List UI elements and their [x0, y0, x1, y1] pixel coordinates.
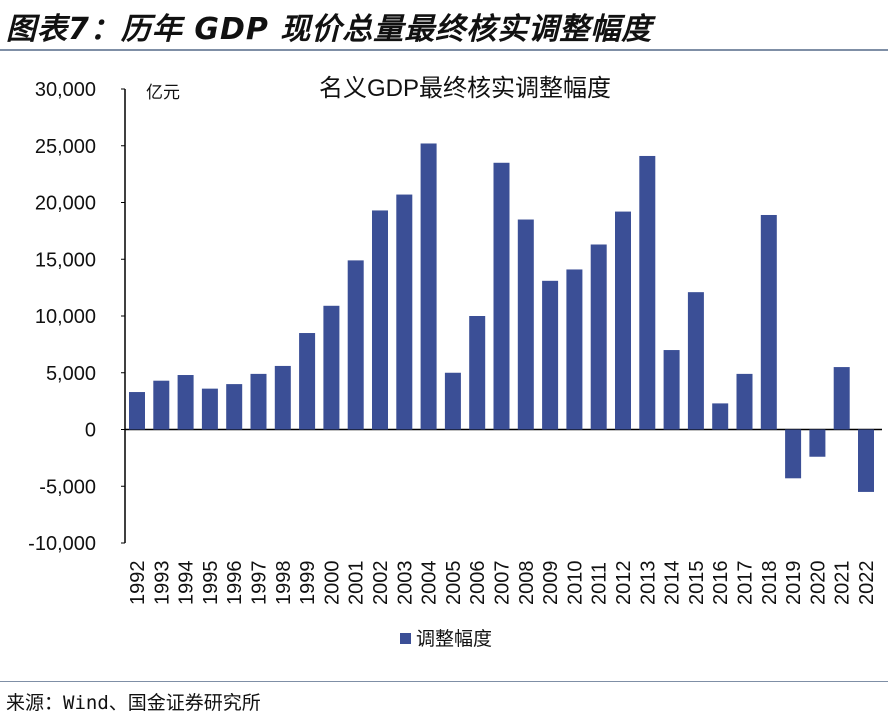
x-tick-label: 2015: [686, 561, 708, 606]
x-tick-label: 2010: [564, 561, 586, 606]
x-tick-label: 2022: [856, 561, 878, 606]
x-tick-label: 1999: [297, 561, 319, 606]
x-tick-label: 1998: [273, 561, 295, 606]
x-tick-label: 2004: [419, 561, 441, 606]
y-tick-label: 25,000: [35, 136, 96, 158]
bar-1994: [177, 375, 194, 430]
chart-title: 名义GDP最终核实调整幅度: [319, 75, 611, 102]
unit-label: 亿元: [146, 83, 180, 102]
bar-2010: [566, 269, 583, 430]
y-tick-label: -10,000: [28, 533, 96, 555]
x-tick-label: 2013: [637, 561, 659, 606]
x-tick-label: 2002: [370, 561, 392, 606]
x-tick-label: 2011: [589, 562, 611, 605]
x-tick-label: 2005: [443, 561, 465, 606]
bar-2003: [396, 194, 413, 430]
bar-2007: [493, 162, 510, 430]
x-tick-label: 2021: [832, 561, 854, 606]
bar-2006: [469, 316, 486, 430]
source-note: 来源：Wind、国金证券研究所: [6, 692, 261, 714]
y-tick-label: -5,000: [39, 476, 96, 498]
x-tick-label: 1992: [127, 561, 149, 606]
bar-1997: [250, 373, 267, 430]
bar-1999: [299, 333, 316, 430]
x-tick-label: 2000: [321, 561, 343, 606]
legend-label: 调整幅度: [416, 628, 492, 650]
bar-2019: [785, 429, 802, 479]
x-tick-label: 2018: [759, 561, 781, 606]
legend-swatch: [400, 633, 411, 644]
bar-2004: [420, 143, 437, 430]
x-tick-label: 2016: [710, 561, 732, 606]
x-tick-label: 2009: [540, 561, 562, 606]
x-tick-label: 1994: [176, 561, 198, 606]
bar-2018: [760, 214, 777, 430]
x-tick-label: 2003: [394, 561, 416, 606]
y-tick-label: 5,000: [46, 363, 96, 385]
bar-1993: [153, 380, 170, 430]
bar-2009: [542, 280, 559, 430]
x-tick-label: 1995: [200, 561, 222, 606]
bar-2021: [833, 367, 850, 430]
x-tick-label: 2012: [613, 561, 635, 606]
x-tick-label: 2019: [783, 561, 805, 606]
x-tick-label: 1996: [224, 561, 246, 606]
bar-2012: [615, 211, 631, 430]
bar-1998: [274, 365, 291, 430]
top-divider: [0, 49, 888, 51]
bar-2008: [517, 219, 534, 430]
bar-1996: [226, 384, 243, 430]
bar-2002: [372, 210, 388, 430]
y-tick-label: 0: [85, 420, 96, 442]
bar-1992: [129, 392, 145, 430]
x-tick-label: 2001: [346, 561, 368, 606]
y-tick-label: 30,000: [35, 79, 96, 101]
bar-2011: [590, 244, 607, 430]
bar-2013: [639, 155, 656, 430]
bar-2014: [663, 350, 680, 430]
bottom-divider: [0, 681, 888, 682]
x-tick-label: 2020: [807, 561, 829, 606]
x-tick-label: 2007: [492, 561, 514, 606]
bar-2022: [858, 429, 874, 492]
bar-1995: [201, 388, 218, 430]
bar-2016: [712, 403, 729, 430]
bar-2020: [809, 429, 826, 457]
bar-2001: [347, 260, 364, 430]
bar-2000: [323, 305, 340, 430]
x-tick-label: 2006: [467, 561, 489, 606]
bar-chart: 名义GDP最终核实调整幅度 亿元 30,000 25,000 20,000 15,00…: [28, 75, 882, 650]
figure-title: 图表7：历年 GDP 现价总量最终核实调整幅度: [6, 12, 653, 47]
x-tick-label: 1997: [249, 561, 271, 606]
bar-2017: [736, 373, 753, 430]
bar-2015: [687, 292, 704, 430]
bar-2005: [444, 372, 461, 430]
x-tick-label: 2017: [735, 561, 757, 606]
y-tick-label: 20,000: [35, 193, 96, 215]
y-tick-label: 15,000: [35, 249, 96, 271]
x-tick-label: 2008: [516, 561, 538, 606]
y-tick-label: 10,000: [35, 306, 96, 328]
x-tick-label: 1993: [151, 561, 173, 606]
x-tick-label: 2014: [662, 561, 684, 606]
